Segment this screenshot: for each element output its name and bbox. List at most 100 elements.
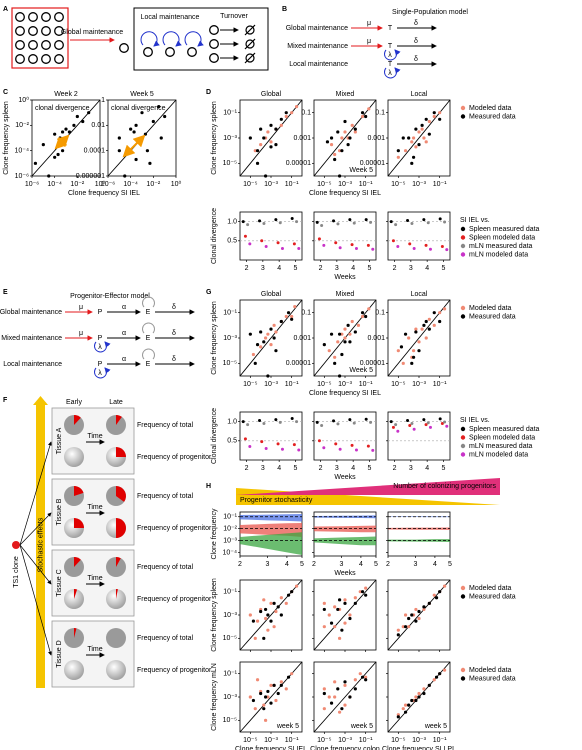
data-point — [329, 143, 334, 147]
data-point — [243, 437, 247, 441]
column-header: Late — [109, 399, 123, 406]
data-point — [255, 161, 260, 165]
x-tick-label: 3 — [409, 465, 413, 472]
data-point — [329, 332, 334, 336]
data-point — [422, 218, 426, 222]
data-point — [364, 593, 368, 597]
legend-label: Spleen measured data — [469, 226, 540, 233]
data-point — [367, 107, 371, 111]
row-label: Frequency of progenitor — [137, 667, 212, 674]
legend-title: SI IEL vs. — [460, 217, 490, 224]
data-point — [403, 710, 408, 714]
data-point — [396, 155, 400, 159]
panel-title: Mixed — [336, 91, 355, 98]
y-axis-label: Clonal divergence — [211, 408, 218, 464]
data-point — [427, 683, 431, 687]
arrow-label: Time — [87, 646, 102, 653]
data-point — [87, 111, 91, 115]
data-point — [422, 136, 426, 140]
data-point — [290, 217, 294, 221]
y-tick-label: 10⁻³ — [223, 335, 237, 342]
cell — [119, 43, 129, 53]
data-point — [333, 625, 337, 629]
data-point — [320, 223, 324, 227]
plot-frame — [313, 511, 377, 557]
data-point — [340, 707, 344, 711]
row-label: Local maintenance — [3, 361, 62, 368]
x-tick-label: 4 — [351, 265, 355, 272]
data-point — [255, 619, 260, 623]
data-point — [332, 219, 336, 223]
data-point — [266, 628, 270, 632]
data-point — [340, 136, 344, 140]
legend-title: SI IEL vs. — [460, 417, 490, 424]
rate-symbol: μ — [79, 304, 83, 311]
data-point — [432, 111, 436, 115]
pie-wedge — [74, 486, 84, 496]
panel-letter: C — [3, 89, 8, 96]
annotation: clonal divergence — [111, 105, 166, 112]
y-tick-label: 0.00001 — [286, 160, 311, 167]
compartment: T — [388, 43, 393, 50]
x-tick-label: 5 — [300, 561, 304, 568]
x-tick-label: 10⁻¹ — [285, 181, 299, 188]
data-point — [322, 446, 326, 450]
y-tick-label: 1 — [101, 97, 105, 104]
data-point — [364, 417, 368, 421]
data-point — [53, 132, 57, 136]
data-point — [424, 423, 428, 427]
self-renewal-loop — [384, 67, 401, 79]
data-point — [364, 675, 368, 679]
connector — [244, 52, 256, 64]
y-tick-label: 10⁻⁴ — [223, 549, 238, 556]
legend-label: Measured data — [469, 313, 516, 320]
data-point — [364, 678, 368, 682]
identity-line — [239, 299, 303, 377]
x-tick-label: 4 — [359, 561, 363, 568]
data-point — [241, 220, 245, 224]
cell — [15, 12, 25, 22]
data-point — [259, 127, 263, 131]
self-loop — [142, 322, 155, 334]
x-tick-label: 3 — [265, 561, 269, 568]
data-point — [333, 355, 337, 359]
data-point — [420, 123, 424, 127]
data-point — [259, 330, 263, 334]
data-point — [412, 427, 416, 431]
data-point — [262, 703, 266, 707]
data-point — [414, 695, 418, 699]
data-point — [403, 149, 408, 153]
data-point — [334, 241, 338, 245]
legend-marker — [460, 252, 466, 257]
rate-symbol: δ — [414, 38, 418, 45]
panel-letter: A — [3, 6, 8, 13]
data-point — [396, 245, 400, 249]
data-point — [442, 584, 447, 588]
data-point — [396, 149, 400, 153]
x-tick-label: 10⁻³ — [338, 181, 352, 188]
x-tick-label: 10⁻⁵ — [317, 381, 331, 388]
x-tick-label: 10⁻⁵ — [391, 181, 405, 188]
data-point — [290, 111, 294, 115]
data-point — [367, 307, 371, 311]
data-point — [410, 222, 414, 226]
data-point — [427, 327, 431, 331]
cell — [28, 12, 38, 22]
legend-label: mLN measured data — [469, 443, 533, 450]
panel-title: Week 2 — [54, 91, 78, 98]
connector — [19, 544, 53, 656]
y-axis-label: Clone frequency spleen — [211, 301, 218, 375]
data-point — [333, 152, 337, 157]
legend-marker — [460, 226, 466, 232]
data-point — [246, 223, 250, 227]
data-point — [422, 323, 426, 327]
data-point — [417, 340, 421, 344]
data-point — [403, 613, 408, 617]
rate-symbol: α — [122, 304, 126, 311]
data-point — [424, 117, 428, 121]
clone-dot — [12, 541, 20, 549]
legend-label: Modeled data — [469, 585, 512, 592]
data-point — [338, 447, 342, 451]
data-point — [343, 130, 347, 134]
data-point — [58, 136, 62, 140]
